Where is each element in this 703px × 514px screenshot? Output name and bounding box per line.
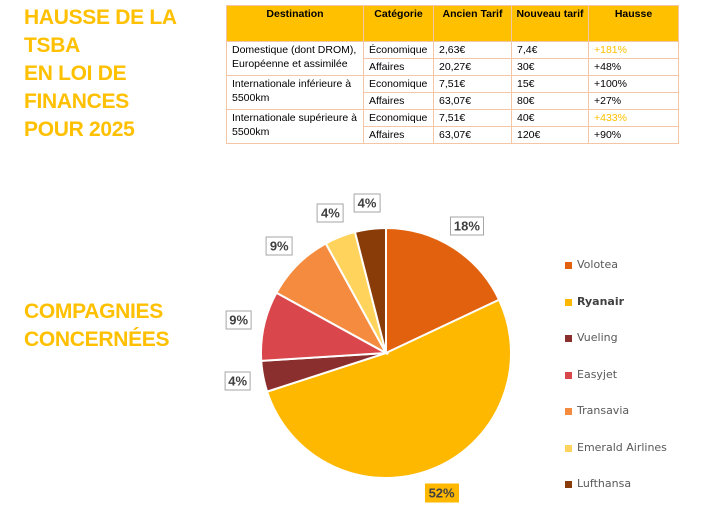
data-label: 4% (224, 371, 252, 391)
legend-label: Volotea (577, 258, 619, 271)
legend-label: Emerald Airlines (577, 440, 667, 454)
table-row: Affaires 63,07€ 120€ +90% (227, 126, 679, 144)
cell-ancien: 2,63€ (433, 41, 512, 59)
cell-categorie: Affaires (363, 92, 434, 110)
data-label: 18% (449, 216, 484, 235)
companies-heading: COMPAGNIES CONCERNÉES (24, 298, 170, 354)
legend-swatch (565, 298, 572, 306)
legend-item: Emerald Airlines (565, 441, 667, 478)
legend-swatch (565, 481, 572, 488)
cell-categorie: Affaires (363, 126, 434, 144)
data-label: 9% (265, 236, 293, 256)
cell-hausse: +27% (588, 92, 679, 110)
pie-slice-volotea (385, 226, 501, 355)
cell-nouveau: 120€ (511, 126, 589, 144)
legend-label: Ryanair (577, 294, 625, 308)
legend-swatch (565, 444, 572, 452)
legend-item: Lufthansa (565, 477, 667, 514)
tsba-heading: HAUSSE DE LA TSBA EN LOI DE FINANCES POU… (24, 4, 177, 144)
header-destination: Destination (226, 5, 364, 42)
cell-ancien: 20,27€ (433, 58, 512, 76)
legend-label: Lufthansa (577, 477, 632, 490)
legend-swatch (565, 262, 572, 269)
subheading-line: CONCERNÉES (24, 328, 170, 351)
legend-item: Volotea (565, 258, 667, 295)
heading-line: FINANCES (24, 90, 129, 113)
data-label: 9% (225, 310, 253, 330)
data-label: 52% (424, 483, 459, 503)
legend-item: Easyjet (565, 368, 667, 405)
subheading-line: COMPAGNIES (24, 300, 163, 323)
cell-hausse: +90% (588, 126, 679, 144)
heading-line: EN LOI DE (24, 62, 127, 85)
cell-destination: Internationale supérieure à 5500km (226, 109, 364, 144)
tsba-table: Destination Catégorie Ancien Tarif Nouve… (226, 5, 679, 144)
heading-line: TSBA (24, 34, 80, 57)
legend-swatch (565, 408, 572, 415)
data-label: 4% (317, 203, 344, 223)
header-hausse: Hausse (588, 5, 679, 42)
data-label: 4% (353, 193, 381, 213)
pie-slice-ryanair (265, 298, 512, 480)
table-row: Affaires 63,07€ 80€ +27% (227, 92, 679, 110)
cell-destination: Internationale inférieure à 5500km (226, 75, 364, 110)
cell-categorie: Economique (363, 109, 434, 127)
legend-item: Vueling (565, 331, 667, 368)
cell-categorie: Economique (363, 75, 434, 93)
cell-ancien: 63,07€ (433, 92, 512, 110)
chart-legend: Volotea Ryanair Vueling Easyjet Transavia Eme… (565, 258, 667, 514)
cell-ancien: 63,07€ (433, 126, 512, 144)
legend-item: Transavia (565, 404, 667, 441)
legend-label: Easyjet (577, 367, 618, 381)
heading-line: POUR 2025 (24, 118, 135, 141)
legend-label: Transavia (577, 404, 630, 417)
legend-label: Vueling (577, 331, 618, 344)
legend-item: Ryanair (565, 295, 667, 332)
header-nouveau: Nouveau tarif (511, 5, 589, 42)
legend-swatch (565, 335, 572, 342)
table-row: Affaires 20,27€ 30€ +48% (227, 58, 679, 76)
heading-line: HAUSSE DE LA (24, 6, 177, 29)
cell-destination: Domestique (dont DROM), Européenne et as… (226, 41, 364, 76)
pie-slice-lufthansa (353, 226, 387, 354)
legend-swatch (565, 371, 572, 379)
